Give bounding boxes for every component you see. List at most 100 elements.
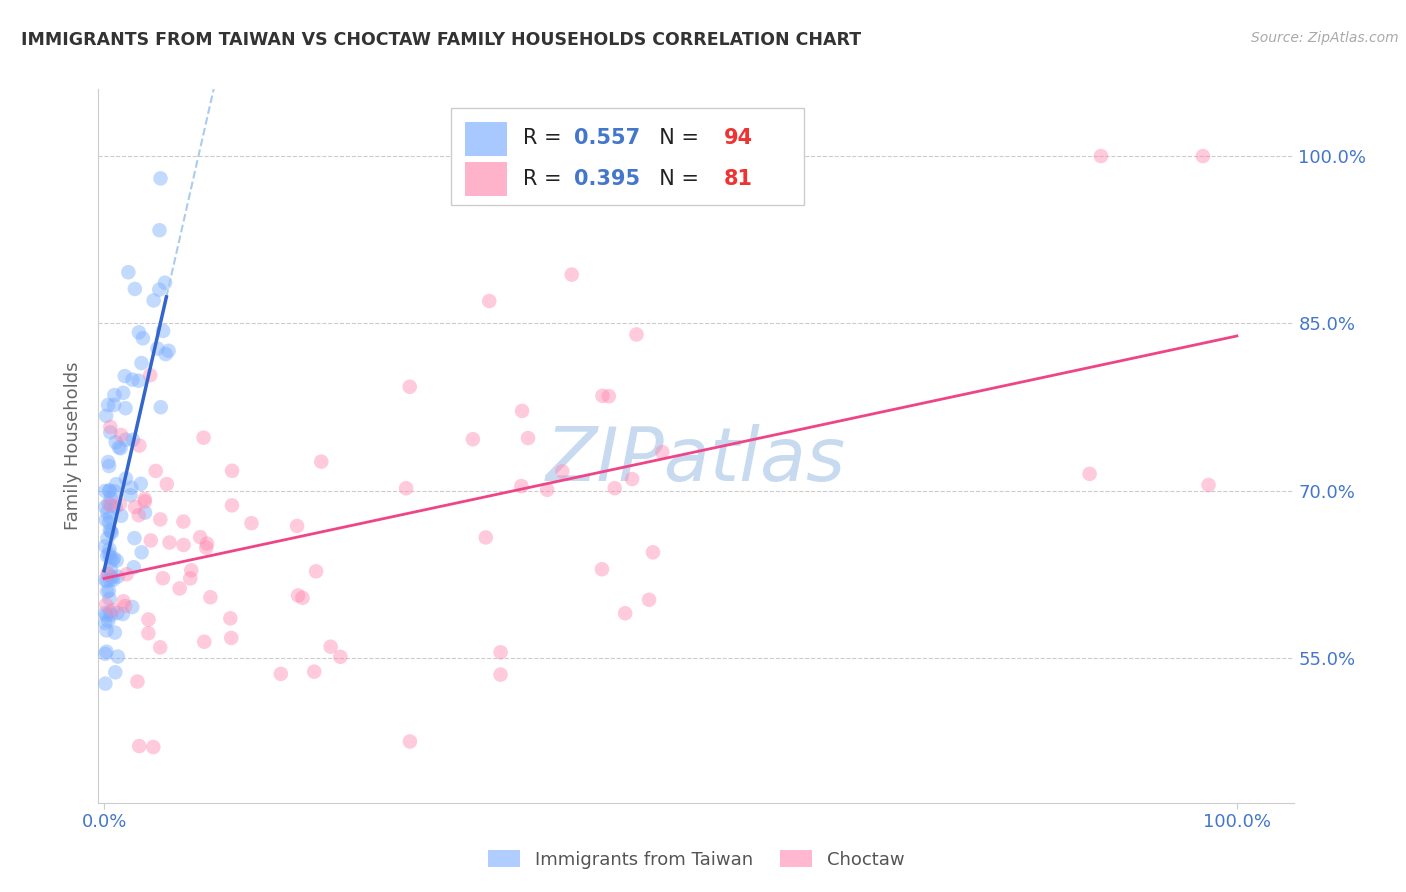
- Point: [105, 477, 128, 491]
- Point: [159, 535, 181, 549]
- Point: [103, 398, 125, 412]
- Point: [104, 500, 127, 514]
- Point: [105, 553, 128, 567]
- Point: [121, 373, 143, 387]
- Point: [112, 594, 135, 608]
- Point: [98, 420, 121, 434]
- Point: [517, 431, 540, 445]
- Point: [311, 455, 333, 469]
- Point: [97, 398, 120, 412]
- Point: [180, 563, 202, 577]
- Point: [614, 607, 637, 621]
- Point: [104, 665, 127, 680]
- Point: [98, 591, 121, 606]
- Point: [96, 505, 118, 519]
- Point: [219, 631, 242, 645]
- Legend: Immigrants from Taiwan, Choctaw: Immigrants from Taiwan, Choctaw: [481, 843, 911, 876]
- Text: 0.395: 0.395: [574, 169, 640, 189]
- Point: [128, 374, 150, 388]
- Point: [195, 536, 218, 550]
- Point: [96, 574, 118, 589]
- Point: [98, 573, 121, 587]
- Point: [100, 562, 122, 576]
- Point: [1192, 149, 1215, 163]
- Point: [155, 347, 177, 361]
- Point: [111, 607, 134, 621]
- Text: 0.557: 0.557: [574, 128, 640, 148]
- Point: [94, 616, 117, 631]
- Bar: [465, 162, 508, 196]
- Point: [592, 389, 614, 403]
- Point: [97, 614, 120, 628]
- Point: [651, 445, 673, 459]
- Point: [98, 542, 121, 557]
- Point: [398, 380, 420, 394]
- Point: [100, 550, 122, 565]
- Point: [626, 327, 648, 342]
- Point: [240, 516, 263, 531]
- Point: [94, 676, 117, 690]
- Point: [152, 571, 174, 585]
- Text: Source: ZipAtlas.com: Source: ZipAtlas.com: [1251, 31, 1399, 45]
- Y-axis label: Family Households: Family Households: [65, 362, 83, 530]
- Point: [96, 584, 118, 599]
- Point: [131, 356, 153, 370]
- Point: [474, 531, 496, 545]
- Point: [478, 294, 501, 309]
- Point: [100, 499, 122, 513]
- Point: [188, 530, 211, 544]
- Point: [399, 734, 422, 748]
- Point: [1078, 467, 1101, 481]
- Point: [193, 431, 215, 445]
- Point: [149, 171, 172, 186]
- Point: [101, 570, 124, 584]
- Point: [101, 603, 124, 617]
- Point: [98, 498, 121, 512]
- Point: [94, 513, 117, 527]
- Point: [97, 567, 120, 582]
- Point: [142, 740, 165, 755]
- Point: [221, 464, 243, 478]
- Point: [395, 481, 418, 495]
- Point: [138, 612, 160, 626]
- Point: [100, 607, 122, 622]
- Point: [598, 389, 620, 403]
- Point: [142, 293, 165, 308]
- Point: [96, 549, 118, 563]
- Point: [112, 385, 135, 400]
- Point: [1198, 478, 1220, 492]
- Text: IMMIGRANTS FROM TAIWAN VS CHOCTAW FAMILY HOUSEHOLDS CORRELATION CHART: IMMIGRANTS FROM TAIWAN VS CHOCTAW FAMILY…: [21, 31, 862, 49]
- Point: [134, 491, 156, 506]
- Point: [110, 508, 132, 523]
- Point: [98, 483, 121, 498]
- Point: [108, 497, 131, 511]
- Point: [461, 432, 484, 446]
- Point: [96, 409, 118, 423]
- Point: [94, 606, 117, 620]
- Text: N =: N =: [645, 169, 706, 189]
- Point: [134, 506, 156, 520]
- Point: [96, 624, 118, 638]
- Point: [146, 342, 169, 356]
- Point: [591, 562, 613, 576]
- Point: [121, 599, 143, 614]
- Point: [270, 666, 292, 681]
- Point: [149, 401, 172, 415]
- Point: [139, 533, 162, 548]
- Point: [510, 479, 533, 493]
- Point: [101, 553, 124, 567]
- Point: [536, 483, 558, 497]
- Point: [96, 531, 118, 545]
- Point: [117, 265, 139, 279]
- Point: [115, 567, 138, 582]
- Point: [124, 531, 146, 545]
- Point: [319, 640, 342, 654]
- Point: [128, 739, 150, 753]
- Point: [134, 494, 156, 508]
- Point: [124, 282, 146, 296]
- Point: [98, 516, 121, 530]
- Point: [131, 545, 153, 559]
- Text: ZIPatlas: ZIPatlas: [546, 425, 846, 496]
- Point: [115, 471, 138, 485]
- Point: [489, 667, 512, 681]
